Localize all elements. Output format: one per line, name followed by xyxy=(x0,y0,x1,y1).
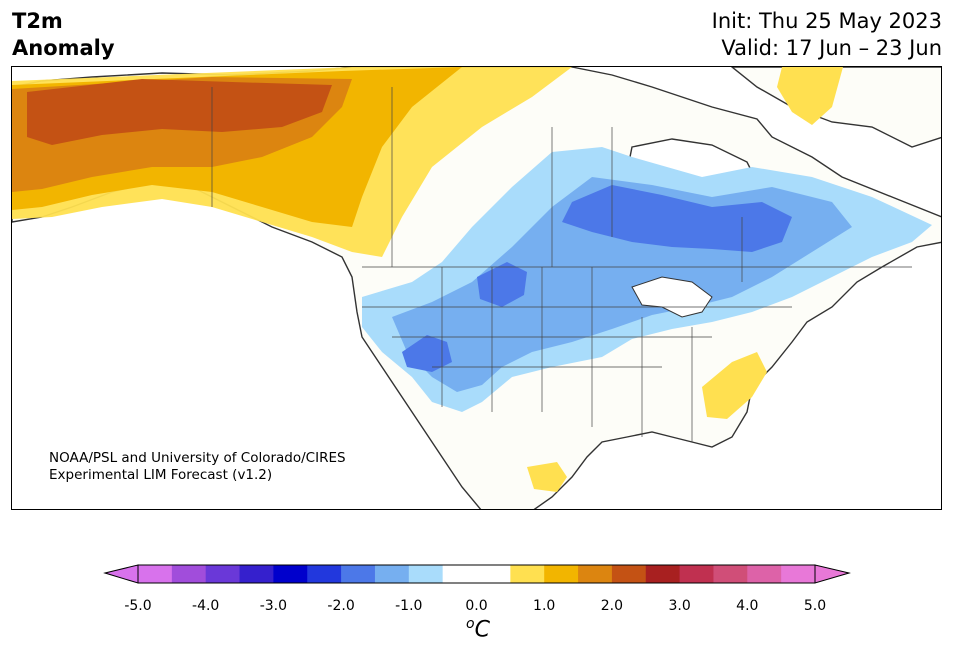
colorbar-segment xyxy=(544,565,579,583)
colorbar-tick-label: -5.0 xyxy=(124,598,152,614)
colorbar-tick-label: 5.0 xyxy=(803,598,827,614)
colorbar-segment xyxy=(578,565,613,583)
warm-region-4 xyxy=(27,79,332,145)
colorbar-segment xyxy=(611,565,647,583)
colorbar-under-arrow xyxy=(103,564,139,584)
colorbar-segment xyxy=(781,565,816,583)
cool-region-4 xyxy=(477,262,527,307)
political-boundaries xyxy=(211,87,912,442)
colorbar-tick-label: -4.0 xyxy=(192,598,220,614)
colorbar-segment xyxy=(408,565,444,583)
warm-region-mexico xyxy=(527,462,567,492)
colorbar-segment xyxy=(138,565,173,583)
anomaly-map xyxy=(12,67,941,509)
forecast-dates: Init: Thu 25 May 2023 Valid: 17 Jun – 23… xyxy=(712,8,942,62)
colorbar-segment xyxy=(374,565,410,583)
cool-region-3 xyxy=(562,185,792,252)
cool-region-5 xyxy=(402,335,452,372)
colorbar-tick-label: 1.0 xyxy=(533,598,556,614)
colorbar-segment xyxy=(679,565,714,583)
map-panel xyxy=(11,66,942,510)
colorbar-segment xyxy=(205,565,241,583)
colorbar-segment xyxy=(747,565,782,583)
title-line-2: Anomaly xyxy=(12,36,115,60)
colorbar-tick-label: -2.0 xyxy=(327,598,355,614)
map-title: T2m Anomaly xyxy=(12,8,115,62)
colorbar-segment xyxy=(239,565,274,583)
colorbar-segments xyxy=(138,565,816,583)
colorbar-tick-label: 0.0 xyxy=(465,598,488,614)
credit-text: NOAA/PSL and University of Colorado/CIRE… xyxy=(49,450,346,484)
init-date: Init: Thu 25 May 2023 xyxy=(711,9,942,33)
colorbar-segment xyxy=(442,565,477,583)
unit-letter: C xyxy=(474,617,490,643)
colorbar-segment xyxy=(476,565,511,583)
warm-region-greenland xyxy=(777,67,843,125)
colorbar-tick-label: -1.0 xyxy=(395,598,423,614)
colorbar-outline xyxy=(137,564,816,584)
colorbar-over-arrow xyxy=(814,564,851,584)
colorbar-segment xyxy=(171,565,207,583)
unit-degree: o xyxy=(466,616,475,632)
credit-line-1: NOAA/PSL and University of Colorado/CIRE… xyxy=(49,450,346,466)
credit-line-2: Experimental LIM Forecast (v1.2) xyxy=(49,467,273,483)
colorbar-tick-label: 4.0 xyxy=(736,598,759,614)
colorbar xyxy=(103,564,851,584)
title-line-1: T2m xyxy=(12,9,63,33)
colorbar-tick-label: -3.0 xyxy=(259,598,288,614)
colorbar-segment xyxy=(713,565,748,583)
colorbar-segment xyxy=(645,565,681,583)
valid-date: Valid: 17 Jun – 23 Jun xyxy=(721,36,942,60)
warm-region-southeast xyxy=(702,352,767,419)
colorbar-tick-label: 2.0 xyxy=(600,598,624,614)
colorbar-unit: oC xyxy=(466,616,490,642)
colorbar-segment xyxy=(341,565,376,583)
colorbar-segment xyxy=(510,565,545,583)
colorbar-segment xyxy=(273,565,308,583)
colorbar-tick-label: 3.0 xyxy=(668,598,691,614)
colorbar-segment xyxy=(307,565,342,583)
